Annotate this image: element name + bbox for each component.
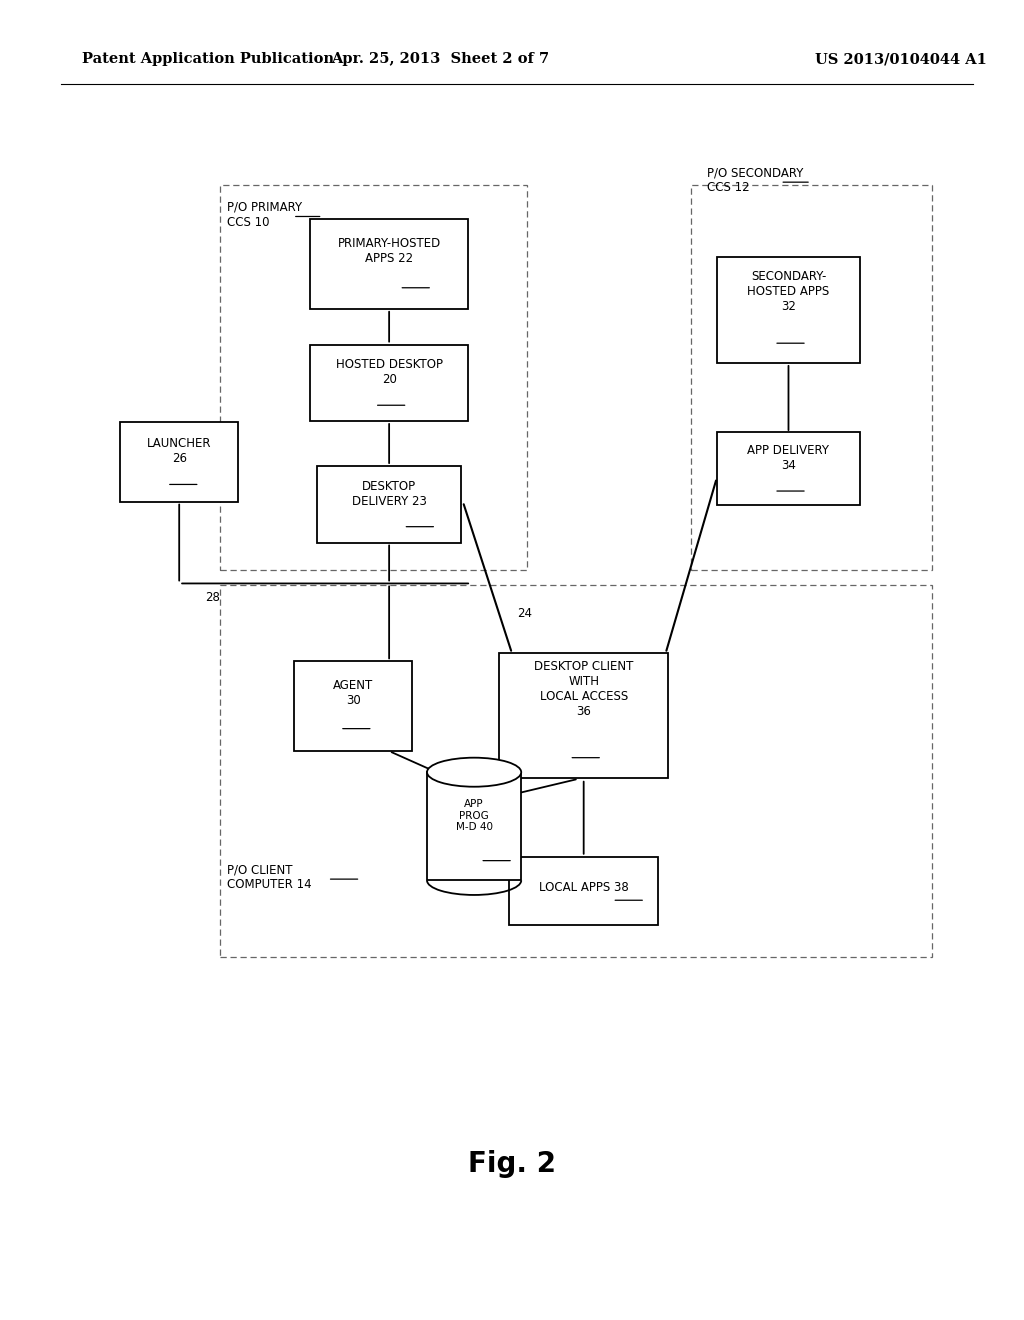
Text: LAUNCHER
26: LAUNCHER 26 — [147, 437, 211, 466]
Text: Fig. 2: Fig. 2 — [468, 1150, 556, 1179]
FancyBboxPatch shape — [295, 661, 412, 751]
Text: P/O PRIMARY
CCS 10: P/O PRIMARY CCS 10 — [227, 201, 302, 228]
Text: APP
PROG
M-D 40: APP PROG M-D 40 — [456, 799, 493, 833]
Text: P/O SECONDARY
CCS 12: P/O SECONDARY CCS 12 — [707, 166, 803, 194]
Text: LOCAL APPS 38: LOCAL APPS 38 — [539, 880, 629, 894]
Text: 28: 28 — [205, 591, 220, 605]
Text: APP DELIVERY
34: APP DELIVERY 34 — [748, 444, 829, 473]
FancyBboxPatch shape — [309, 345, 469, 421]
Text: US 2013/0104044 A1: US 2013/0104044 A1 — [815, 53, 987, 66]
FancyBboxPatch shape — [317, 466, 461, 543]
Ellipse shape — [427, 758, 521, 787]
FancyBboxPatch shape — [121, 422, 238, 502]
Text: DESKTOP CLIENT
WITH
LOCAL ACCESS
36: DESKTOP CLIENT WITH LOCAL ACCESS 36 — [534, 660, 634, 718]
Text: DESKTOP
DELIVERY 23: DESKTOP DELIVERY 23 — [351, 479, 427, 508]
FancyBboxPatch shape — [427, 772, 521, 880]
FancyBboxPatch shape — [499, 652, 668, 777]
Text: P/O CLIENT
COMPUTER 14: P/O CLIENT COMPUTER 14 — [227, 863, 312, 891]
Text: 24: 24 — [517, 607, 532, 620]
FancyBboxPatch shape — [509, 857, 657, 925]
Text: Patent Application Publication: Patent Application Publication — [82, 53, 334, 66]
FancyBboxPatch shape — [717, 432, 860, 504]
Text: SECONDARY-
HOSTED APPS
32: SECONDARY- HOSTED APPS 32 — [748, 271, 829, 313]
Text: AGENT
30: AGENT 30 — [333, 678, 374, 708]
FancyBboxPatch shape — [309, 219, 469, 309]
Text: Apr. 25, 2013  Sheet 2 of 7: Apr. 25, 2013 Sheet 2 of 7 — [331, 53, 550, 66]
Text: PRIMARY-HOSTED
APPS 22: PRIMARY-HOSTED APPS 22 — [338, 236, 440, 265]
Text: HOSTED DESKTOP
20: HOSTED DESKTOP 20 — [336, 358, 442, 387]
FancyBboxPatch shape — [717, 257, 860, 363]
